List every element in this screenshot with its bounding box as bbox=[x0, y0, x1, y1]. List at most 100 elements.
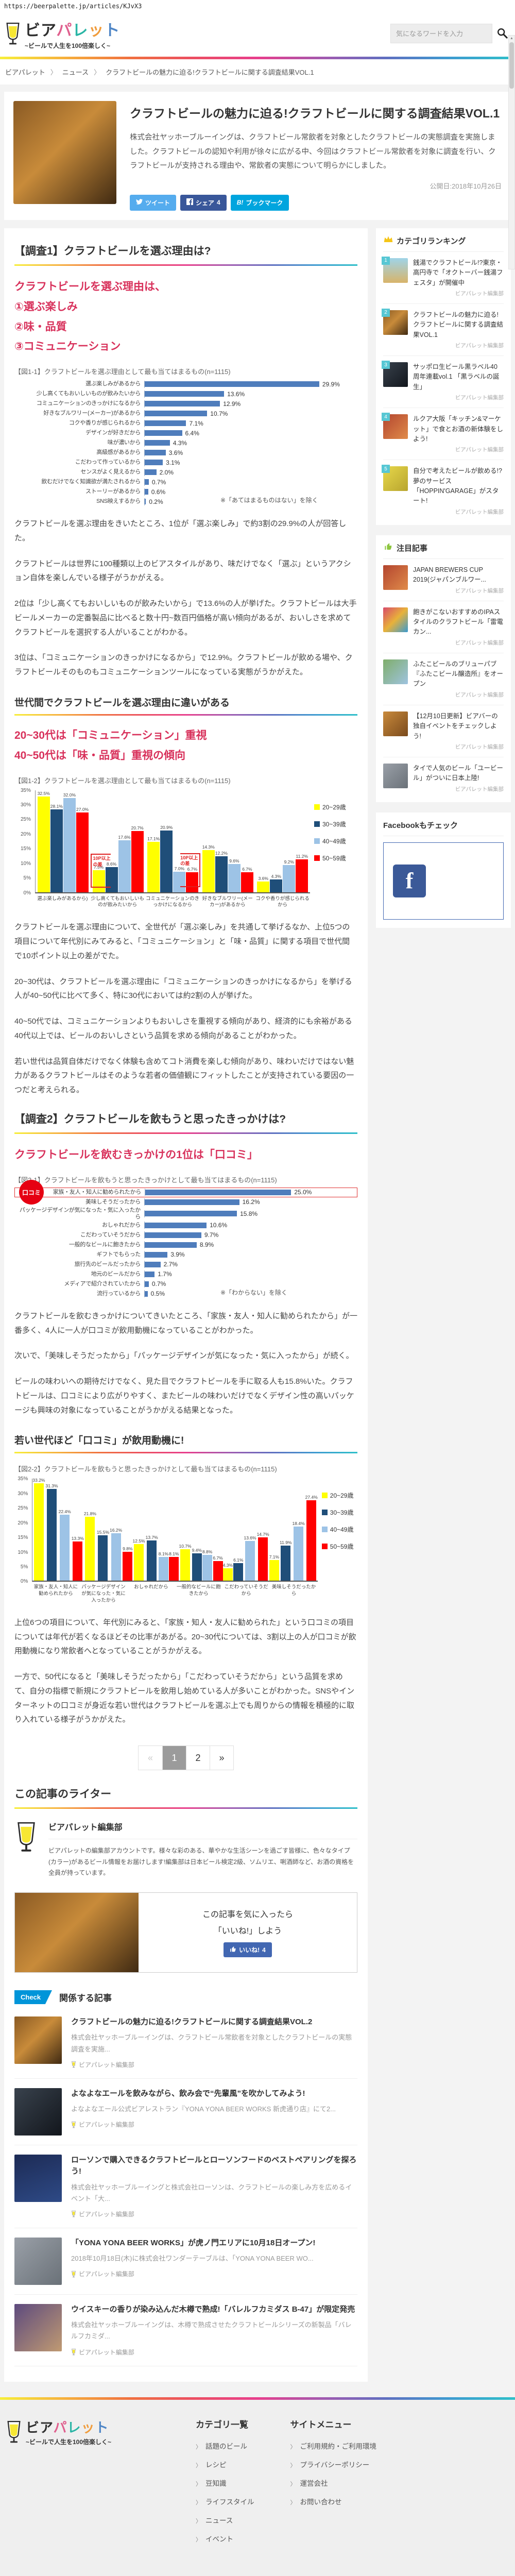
footer-category-link[interactable]: ライフスタイル bbox=[196, 2496, 254, 2506]
ranking-item[interactable]: 1 銭湯でクラフトビール!?東京・高円寺で「オクトーバー銭湯フェスタ」が開催中 … bbox=[382, 252, 504, 304]
ranking-item-title[interactable]: クラフトビールの魅力に迫る!クラフトビールに関する調査結果VOL.1 bbox=[413, 311, 504, 338]
chart-row: コミュニケーションのきっかけになるから 12.9% bbox=[14, 399, 357, 409]
related-article[interactable]: ウイスキーの香りが染み込んだ木樽で熟成!「バレルフカミダス B-47」が限定発売… bbox=[14, 2295, 357, 2366]
scrollbar[interactable]: ▲ bbox=[508, 35, 515, 269]
footer-category-link[interactable]: 豆知識 bbox=[196, 2478, 254, 2488]
y-tick-label: 15% bbox=[18, 1535, 28, 1541]
footer-sitemenu-link[interactable]: ご利用規約・ご利用環境 bbox=[290, 2441, 377, 2451]
bar-column: 33.2% bbox=[32, 1478, 45, 1581]
bar bbox=[85, 1516, 95, 1581]
bar-zone: 4.3% bbox=[144, 439, 357, 447]
chart-row: 選ぶ楽しみがあるから 29.9% bbox=[14, 379, 357, 389]
bar-group: 14.3% 12.2% 9.6% 6.7% bbox=[202, 844, 253, 892]
bar-category-label: コクや香りが感じられるから bbox=[68, 420, 141, 427]
writer-section-title: この記事のライター bbox=[14, 1786, 357, 1809]
ranking-item-title[interactable]: サッポロ生ビール黒ラベル40周年連載vol.1 「黒ラベルの誕生」 bbox=[413, 363, 500, 391]
section-survey1-title: 【調査1】クラフトビールを選ぶ理由は? bbox=[14, 242, 357, 266]
legend-swatch bbox=[321, 1510, 328, 1516]
scroll-up-arrow[interactable]: ▲ bbox=[510, 37, 513, 40]
facebook-share-button[interactable]: シェア 4 bbox=[180, 194, 227, 211]
related-article[interactable]: ローソンで購入できるクラフトビールとローソンフードのベストペアリングを探ろう! … bbox=[14, 2145, 357, 2228]
bar bbox=[245, 1540, 255, 1581]
highlight-badge: 口コミ bbox=[19, 1180, 44, 1205]
legend-item: 50~59歳 bbox=[321, 1542, 357, 1551]
bar-column: 17.6% bbox=[118, 835, 131, 892]
footer-category-link[interactable]: イベント bbox=[196, 2533, 254, 2544]
chart-row: 美味しそうだったから 16.2% bbox=[14, 1197, 357, 1207]
featured-item[interactable]: ふたこビールのブリューパブ『ふたこビール醸造所』をオープン ビアパレット編集部 bbox=[383, 653, 504, 705]
bar-value-label: 17.6% bbox=[118, 835, 131, 840]
related-article-title[interactable]: クラフトビールの魅力に迫る!クラフトビールに関する調査結果VOL.2 bbox=[71, 2017, 313, 2026]
chart-row: ギフトでもらった 3.9% bbox=[14, 1250, 357, 1260]
tweet-button[interactable]: ツイート bbox=[130, 194, 177, 211]
featured-item[interactable]: 【12月10日更新】ビアバーの独自イベントをチェックしよう! ビアパレット編集部 bbox=[383, 705, 504, 757]
category-label: 美味しそうだったから bbox=[271, 1584, 316, 1597]
y-tick-label: 35% bbox=[18, 1476, 28, 1482]
legend-label: 40~49歳 bbox=[330, 1526, 354, 1534]
featured-item-title[interactable]: JAPAN BREWERS CUP 2019(ジャパンブルワー... bbox=[413, 566, 487, 584]
featured-item-title[interactable]: ふたこビールのブリューパブ『ふたこビール醸造所』をオープン bbox=[413, 660, 504, 688]
pagination-page-2[interactable]: 2 bbox=[186, 1746, 210, 1770]
bar-column: 8.1% bbox=[159, 1551, 168, 1581]
scrollbar-thumb[interactable] bbox=[509, 42, 514, 89]
featured-item[interactable]: 飽きがこないおすすめのIPAスタイルのクラフトビール「雷電カン... ビアパレッ… bbox=[383, 601, 504, 653]
bar-column: 6.7% bbox=[241, 867, 253, 892]
pagination-next[interactable]: » bbox=[210, 1746, 233, 1770]
related-article-title[interactable]: よなよなエールを飲みながら、飲み会で“先輩風”を吹かしてみよう! bbox=[71, 2089, 305, 2098]
y-tick-label: 20% bbox=[20, 831, 31, 837]
chart-row: こだわっていそうだから 9.7% bbox=[14, 1230, 357, 1240]
footer-sitemenu-link[interactable]: 運営会社 bbox=[290, 2478, 377, 2488]
related-article-author: ビアパレット編集部 bbox=[71, 2120, 357, 2129]
ranking-item-title[interactable]: 銭湯でクラフトビール!?東京・高円寺で「オクトーバー銭湯フェスタ」が開催中 bbox=[413, 259, 503, 286]
writer-name[interactable]: ビアパレット編集部 bbox=[48, 1820, 357, 1840]
footer-category-link[interactable]: レシピ bbox=[196, 2459, 254, 2469]
pagination-page-1[interactable]: 1 bbox=[162, 1746, 186, 1770]
share-count: 4 bbox=[217, 199, 220, 207]
featured-item[interactable]: JAPAN BREWERS CUP 2019(ジャパンブルワー... ビアパレッ… bbox=[383, 559, 504, 601]
featured-item[interactable]: タイで人気のビール「ユービール」がついに日本上陸! ビアパレット編集部 bbox=[383, 757, 504, 799]
pagination-prev[interactable]: « bbox=[139, 1746, 162, 1770]
ranking-item[interactable]: 3 サッポロ生ビール黒ラベル40周年連載vol.1 「黒ラベルの誕生」 ビアパレ… bbox=[382, 356, 504, 409]
site-logo[interactable]: ビアパレット ~ビールで人生を100倍楽しく~ bbox=[4, 18, 120, 50]
logo-letter: パ bbox=[53, 2419, 67, 2435]
footer-sitemenu-link[interactable]: お問い合わせ bbox=[290, 2496, 377, 2506]
ranking-item[interactable]: 4 ルクア大阪「キッチン&マーケット」で食とお酒の新体験をしよう! ビアパレット… bbox=[382, 408, 504, 461]
featured-item-title[interactable]: 飽きがこないおすすめのIPAスタイルのクラフトビール「雷電カン... bbox=[413, 608, 504, 636]
footer-category-link[interactable]: 話題のビール bbox=[196, 2441, 254, 2451]
bar-category-label: 家族・友人・知人に勧められたから bbox=[53, 1189, 142, 1195]
footer-logo[interactable]: ビアパレット ~ビールで人生を100倍楽しく~ bbox=[5, 2417, 160, 2552]
ranking-item-title[interactable]: ルクア大阪「キッチン&マーケット」で食とお酒の新体験をしよう! bbox=[413, 415, 504, 443]
footer-sitemenu-link[interactable]: プライバシーポリシー bbox=[290, 2459, 377, 2469]
hatena-bookmark-button[interactable]: B! ブックマーク bbox=[230, 194, 289, 211]
featured-item-title[interactable]: タイで人気のビール「ユービール」がついに日本上陸! bbox=[413, 764, 504, 782]
legend: 20~29歳 30~39歳 40~49歳 50~59歳 bbox=[321, 1479, 357, 1551]
bar-value-label: 15.5% bbox=[96, 1529, 110, 1535]
breadcrumb-news[interactable]: ニュース bbox=[62, 69, 106, 76]
related-article-title[interactable]: 「YONA YONA BEER WORKS」が虎ノ門エリアに10月18日オープン… bbox=[71, 2238, 316, 2247]
search-input[interactable] bbox=[390, 24, 492, 43]
search-button[interactable] bbox=[496, 27, 508, 40]
facebook-like-button[interactable]: いいね! 4 bbox=[224, 1942, 272, 1958]
related-article[interactable]: クラフトビールの魅力に迫る!クラフトビールに関する調査結果VOL.2 株式会社ヤ… bbox=[14, 2007, 357, 2079]
related-article[interactable]: 「YONA YONA BEER WORKS」が虎ノ門エリアに10月18日オープン… bbox=[14, 2228, 357, 2295]
bar bbox=[63, 798, 76, 892]
related-article-title[interactable]: ローソンで購入できるクラフトビールとローソンフードのベストペアリングを探ろう! bbox=[71, 2155, 357, 2176]
paragraph: クラフトビールは世界に100種類以上のビアスタイルがあり、味だけでなく「選ぶ」と… bbox=[14, 559, 351, 583]
related-article[interactable]: よなよなエールを飲みながら、飲み会で“先輩風”を吹かしてみよう! よなよなエール… bbox=[14, 2079, 357, 2145]
ranking-item-author: ビアパレット編集部 bbox=[455, 509, 504, 515]
page-content: クラフトビールの魅力に迫る!クラフトビールに関する調査結果VOL.1 株式会社ヤ… bbox=[0, 84, 515, 2397]
bar bbox=[269, 1560, 279, 1581]
bar-value-label: 14.7% bbox=[256, 1532, 269, 1537]
facebook-page-plugin[interactable]: f bbox=[383, 842, 504, 920]
bar-column: 7.5% bbox=[92, 865, 105, 892]
bar bbox=[145, 1281, 149, 1287]
ranking-item[interactable]: 2 クラフトビールの魅力に迫る!クラフトビールに関する調査結果VOL.1 ビアパ… bbox=[382, 304, 504, 357]
ranking-item[interactable]: 5 自分で考えたビールが飲める!?夢のサービス「HOPPIN'GARAGE」がス… bbox=[382, 460, 504, 522]
ranking-item-title[interactable]: 自分で考えたビールが飲める!?夢のサービス「HOPPIN'GARAGE」がスター… bbox=[413, 467, 502, 505]
bar bbox=[111, 1533, 121, 1581]
footer-category-link[interactable]: ニュース bbox=[196, 2515, 254, 2525]
bar bbox=[145, 460, 163, 466]
featured-item-title[interactable]: 【12月10日更新】ビアバーの独自イベントをチェックしよう! bbox=[413, 712, 498, 740]
breadcrumb-home[interactable]: ビアパレット bbox=[5, 69, 62, 76]
related-article-title[interactable]: ウイスキーの香りが染み込んだ木樽で熟成!「バレルフカミダス B-47」が限定発売 bbox=[71, 2304, 355, 2314]
